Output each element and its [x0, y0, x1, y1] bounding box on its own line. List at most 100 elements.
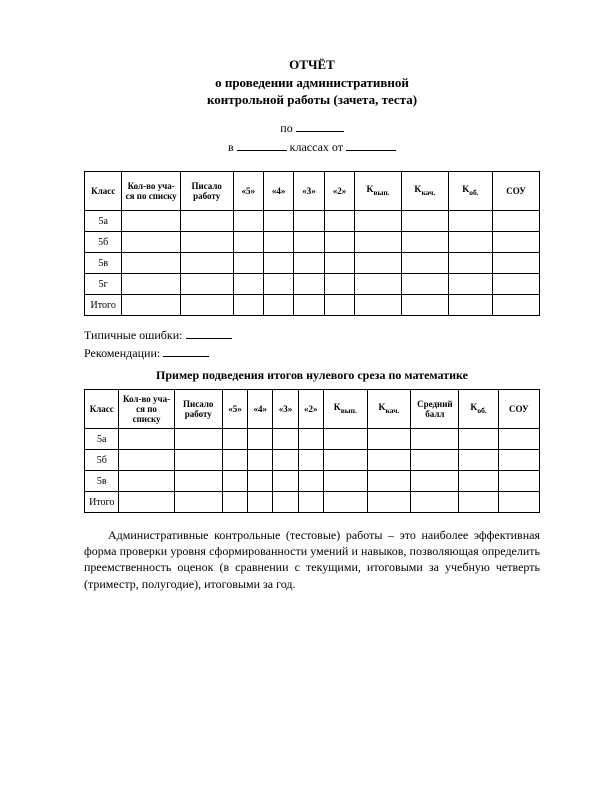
- row-label-cell: 5а: [85, 429, 119, 450]
- data-cell: [248, 492, 273, 513]
- data-cell: [180, 232, 233, 253]
- typical-errors-line: Типичные ошибки:: [84, 326, 540, 344]
- data-cell: [324, 232, 354, 253]
- data-cell: [273, 471, 298, 492]
- v-label: в: [228, 140, 234, 154]
- table-2: КлассКол-во уча-ся по спискуПисало работ…: [84, 389, 540, 513]
- table-1-header-row: КлассКол-во уча-ся по спискуПисало работ…: [85, 172, 540, 211]
- data-cell: [273, 492, 298, 513]
- page: ОТЧЁТ о проведении административной конт…: [0, 0, 612, 632]
- table-header-cell: «4»: [248, 390, 273, 429]
- data-cell: [263, 295, 293, 316]
- paragraph: Административные контрольные (тестовые) …: [84, 527, 540, 592]
- data-cell: [367, 471, 411, 492]
- title-line-2: о проведении административной: [84, 74, 540, 92]
- data-cell: [459, 429, 498, 450]
- subject-line-2: в классах от: [84, 138, 540, 157]
- data-cell: [367, 450, 411, 471]
- data-cell: [367, 492, 411, 513]
- data-cell: [248, 450, 273, 471]
- data-cell: [355, 274, 402, 295]
- table-header-cell: Писало работу: [174, 390, 222, 429]
- data-cell: [222, 471, 247, 492]
- data-cell: [233, 211, 263, 232]
- data-cell: [122, 211, 180, 232]
- blank-subject: [296, 120, 344, 132]
- data-cell: [119, 471, 174, 492]
- data-cell: [324, 253, 354, 274]
- table-header-cell: Кол-во уча-ся по списку: [119, 390, 174, 429]
- data-cell: [119, 429, 174, 450]
- data-cell: [119, 492, 174, 513]
- data-cell: [263, 211, 293, 232]
- table-header-cell: Кол-во уча-ся по списку: [122, 172, 180, 211]
- table-header-cell: Kкач.: [367, 390, 411, 429]
- data-cell: [411, 471, 459, 492]
- table-row: 5г: [85, 274, 540, 295]
- table-header-cell: Kвып.: [355, 172, 402, 211]
- data-cell: [233, 295, 263, 316]
- data-cell: [448, 274, 492, 295]
- data-cell: [355, 295, 402, 316]
- data-cell: [498, 471, 539, 492]
- data-cell: [493, 232, 540, 253]
- data-cell: [222, 450, 247, 471]
- row-label-cell: 5б: [85, 450, 119, 471]
- table-header-cell: «4»: [263, 172, 293, 211]
- data-cell: [294, 211, 324, 232]
- table-header-cell: «3»: [294, 172, 324, 211]
- data-cell: [448, 295, 492, 316]
- data-cell: [180, 211, 233, 232]
- title-line-3: контрольной работы (зачета, теста): [84, 91, 540, 109]
- data-cell: [122, 232, 180, 253]
- data-cell: [401, 253, 448, 274]
- table-header-cell: Класс: [85, 390, 119, 429]
- data-cell: [498, 450, 539, 471]
- data-cell: [174, 450, 222, 471]
- table-header-cell: «2»: [324, 172, 354, 211]
- data-cell: [448, 253, 492, 274]
- table-row: 5а: [85, 429, 540, 450]
- data-cell: [122, 295, 180, 316]
- table-header-cell: Kоб.: [448, 172, 492, 211]
- data-cell: [498, 429, 539, 450]
- data-cell: [273, 450, 298, 471]
- notes-block: Типичные ошибки: Рекомендации:: [84, 326, 540, 362]
- data-cell: [180, 274, 233, 295]
- row-label-cell: 5г: [85, 274, 122, 295]
- title-block: ОТЧЁТ о проведении административной конт…: [84, 56, 540, 109]
- data-cell: [294, 274, 324, 295]
- table-row: 5а: [85, 211, 540, 232]
- po-label: по: [280, 121, 292, 135]
- data-cell: [119, 450, 174, 471]
- table-header-cell: СОУ: [493, 172, 540, 211]
- table-row: 5б: [85, 450, 540, 471]
- table-header-cell: «2»: [298, 390, 323, 429]
- data-cell: [355, 253, 402, 274]
- data-cell: [401, 232, 448, 253]
- table-row: 5в: [85, 471, 540, 492]
- data-cell: [294, 295, 324, 316]
- data-cell: [248, 429, 273, 450]
- data-cell: [294, 253, 324, 274]
- data-cell: [401, 211, 448, 232]
- table-header-cell: Kвып.: [323, 390, 367, 429]
- data-cell: [448, 211, 492, 232]
- row-label-cell: 5в: [85, 253, 122, 274]
- data-cell: [324, 295, 354, 316]
- recommendations-label: Рекомендации:: [84, 346, 160, 360]
- section-heading: Пример подведения итогов нулевого среза …: [84, 368, 540, 383]
- table-1: КлассКол-во уча-ся по спискуПисало работ…: [84, 171, 540, 316]
- classes-ot-label: классах от: [290, 140, 343, 154]
- table-2-header-row: КлассКол-во уча-ся по спискуПисало работ…: [85, 390, 540, 429]
- title-line-1: ОТЧЁТ: [84, 56, 540, 74]
- data-cell: [367, 429, 411, 450]
- data-cell: [233, 274, 263, 295]
- data-cell: [401, 295, 448, 316]
- row-label-cell: 5б: [85, 232, 122, 253]
- data-cell: [263, 253, 293, 274]
- blank-errors: [186, 327, 232, 339]
- data-cell: [459, 450, 498, 471]
- data-cell: [294, 232, 324, 253]
- data-cell: [180, 253, 233, 274]
